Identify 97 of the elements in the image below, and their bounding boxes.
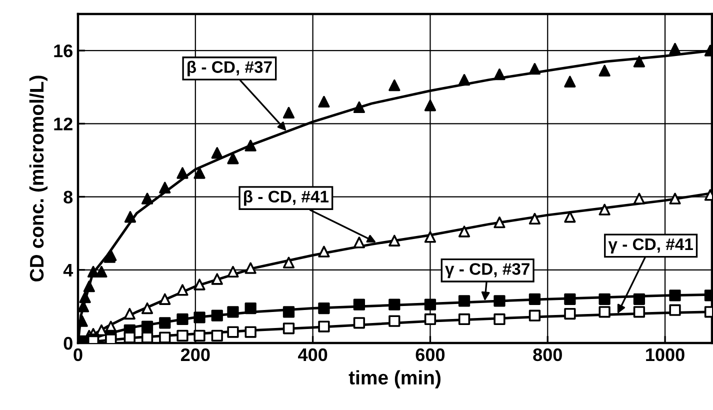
point [424,100,436,112]
x-tick-label: 800 [533,348,562,362]
point [494,313,506,326]
point [282,306,295,318]
point [669,192,681,204]
annotation: γ - CD, #37 [445,263,530,278]
point [494,68,506,80]
x-tick-label: 1000 [646,348,684,362]
point [318,246,330,258]
point [79,291,91,304]
point [598,204,610,216]
point [424,313,436,326]
x-tick-label: 400 [298,348,328,362]
point [458,313,470,326]
point [124,308,136,320]
point [494,295,506,307]
point [598,306,610,318]
point [227,266,239,278]
point [669,290,681,302]
point [669,42,681,55]
point [244,302,256,314]
y-tick-label: 8 [64,190,73,204]
point [494,216,506,228]
point [227,326,239,338]
point [633,56,646,68]
point [141,302,154,314]
point [194,167,206,179]
point [176,330,188,342]
point [318,302,330,314]
x-tick-label: 200 [180,348,210,362]
point [458,226,470,238]
point [528,310,541,322]
point [141,320,154,332]
point [227,306,239,318]
point [282,256,295,268]
point [424,298,436,310]
point [105,334,117,343]
point [244,326,256,338]
y-axis-title: CD conc. (micromol/L) [29,76,48,282]
point [159,332,171,343]
y-tick-label: 16 [54,44,72,58]
point [424,231,436,243]
point [159,317,171,329]
point [318,320,330,332]
point [83,280,95,292]
point [458,295,470,307]
point [194,278,206,290]
x-tick-label: 0 [74,348,82,362]
point [564,76,576,88]
point [388,315,400,327]
x-axis-title: time (min) [348,370,440,388]
y-tick-label: 12 [54,118,72,130]
point [564,211,576,223]
point [211,310,223,322]
point [282,106,295,119]
point [598,64,610,76]
point [159,182,171,194]
point [598,293,610,305]
point [353,317,366,329]
annotation: β - CD, #37 [188,60,272,76]
point [96,266,108,278]
point [564,293,576,305]
point [388,298,400,310]
point [211,147,223,159]
point [633,293,646,305]
annotation: β - CD, #41 [244,190,329,206]
point [318,96,330,108]
point [353,101,366,114]
point [159,293,171,305]
y-tick-label: 4 [63,264,74,276]
point [124,211,136,223]
point [458,74,470,86]
point [528,293,541,305]
point [141,192,154,204]
point [124,332,136,343]
point [176,313,188,326]
y-tick-label: 0 [64,336,72,350]
point [669,304,681,316]
point [176,167,188,179]
point [528,212,541,225]
point [244,140,256,152]
point [211,330,223,342]
point [244,262,256,274]
point [388,234,400,246]
point [141,332,154,343]
point [633,306,646,318]
point [388,79,400,92]
point [194,312,206,324]
annotation: γ - CD, #41 [608,238,693,254]
point [353,298,366,310]
point [528,63,541,75]
x-tick-label: 600 [416,348,445,362]
point [282,322,295,334]
point [211,273,223,285]
point [176,284,188,296]
point [564,308,576,320]
point [227,152,239,164]
